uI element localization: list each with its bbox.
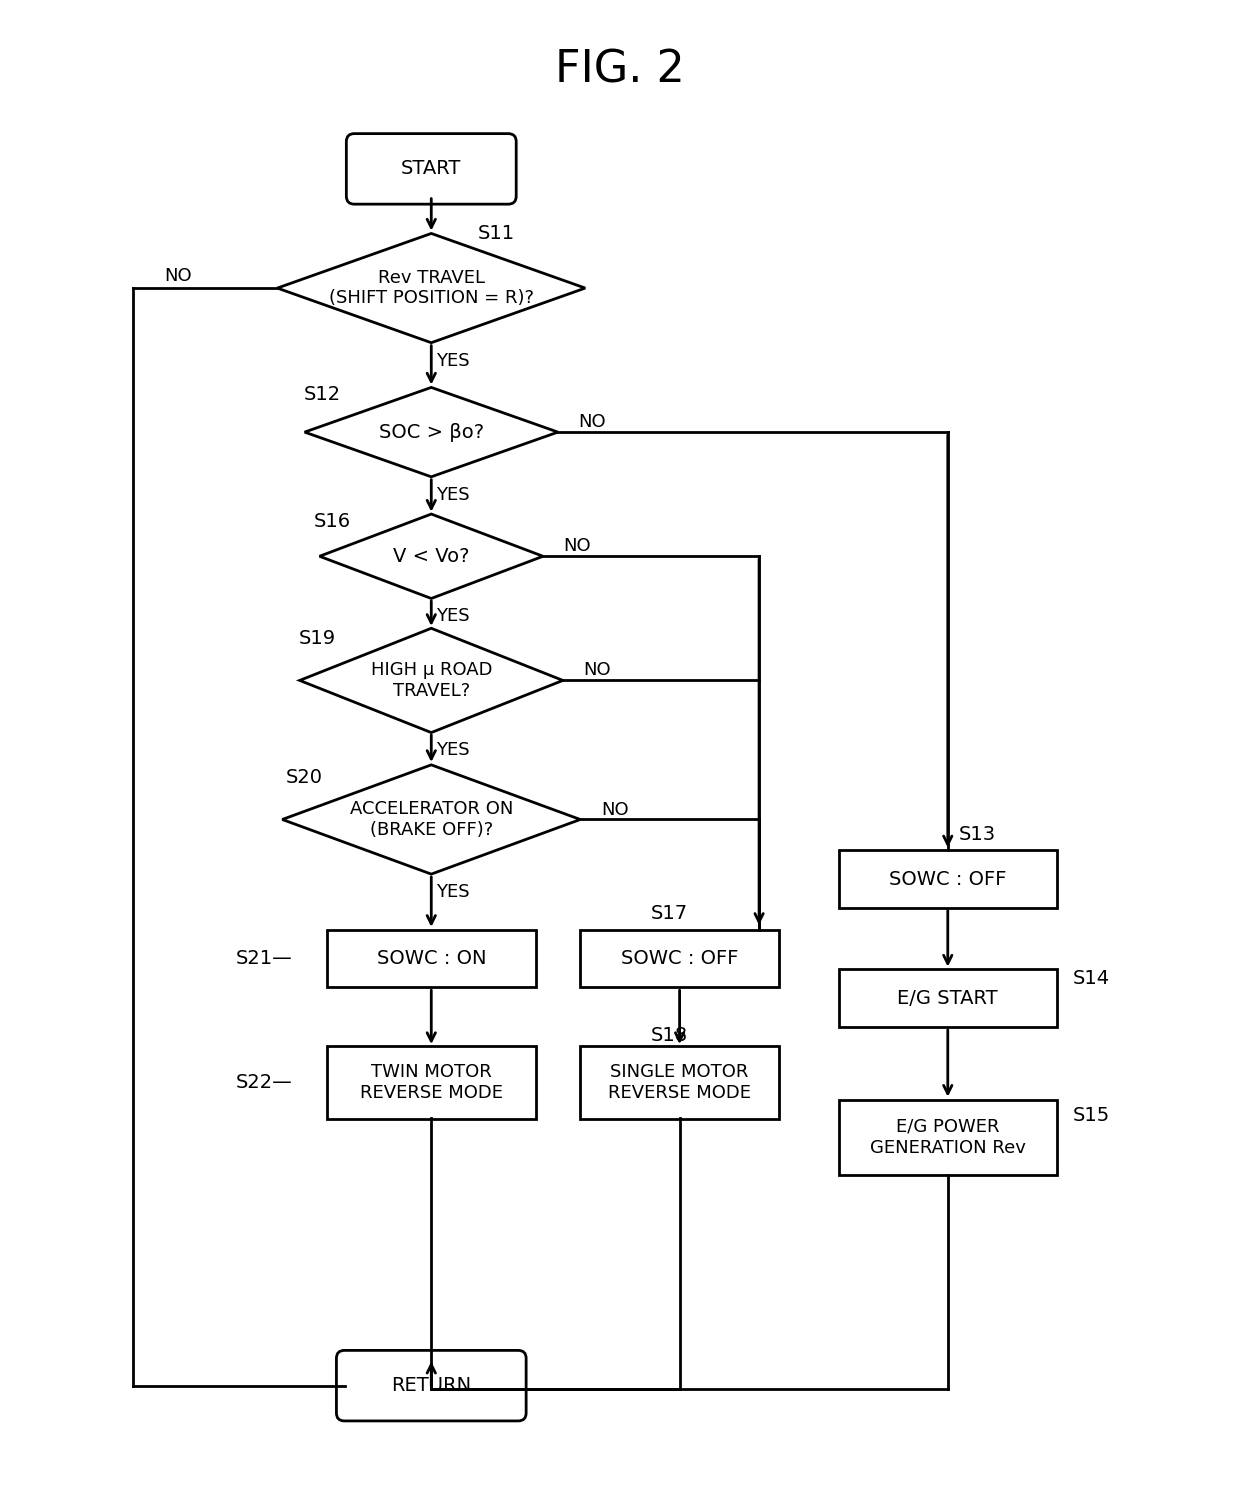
Text: S17: S17	[651, 904, 688, 923]
Bar	[327, 929, 536, 987]
Text: S15: S15	[1073, 1106, 1111, 1126]
Text: TWIN MOTOR
REVERSE MODE: TWIN MOTOR REVERSE MODE	[360, 1063, 502, 1102]
Bar	[580, 1047, 779, 1118]
Polygon shape	[320, 515, 543, 598]
Text: NO: NO	[578, 413, 606, 431]
Text: S12: S12	[304, 385, 341, 404]
Text: SOWC : ON: SOWC : ON	[377, 949, 486, 968]
Text: HIGH μ ROAD
TRAVEL?: HIGH μ ROAD TRAVEL?	[371, 662, 492, 700]
Text: S16: S16	[314, 512, 351, 531]
Bar	[838, 970, 1056, 1028]
Text: NO: NO	[601, 800, 629, 818]
Text: S19: S19	[299, 629, 336, 648]
Text: S22—: S22—	[236, 1074, 293, 1093]
Text: ACCELERATOR ON
(BRAKE OFF)?: ACCELERATOR ON (BRAKE OFF)?	[350, 800, 513, 839]
Text: E/G START: E/G START	[898, 989, 998, 1008]
Text: S18: S18	[651, 1026, 688, 1044]
Text: START: START	[401, 159, 461, 178]
Polygon shape	[305, 388, 558, 477]
Text: V < Vo?: V < Vo?	[393, 547, 470, 565]
Bar	[838, 851, 1056, 909]
Text: RETURN: RETURN	[391, 1375, 471, 1395]
FancyBboxPatch shape	[346, 134, 516, 204]
Polygon shape	[283, 764, 580, 874]
Bar	[838, 1099, 1056, 1175]
FancyBboxPatch shape	[336, 1350, 526, 1422]
Text: E/G POWER
GENERATION Rev: E/G POWER GENERATION Rev	[869, 1118, 1025, 1157]
Text: S20: S20	[285, 769, 322, 787]
Bar	[327, 1047, 536, 1118]
Text: S13: S13	[959, 825, 996, 845]
Text: S11: S11	[477, 225, 515, 242]
Text: YES: YES	[436, 883, 470, 901]
Text: YES: YES	[436, 607, 470, 625]
Text: SOC > βo?: SOC > βo?	[378, 422, 484, 442]
Text: YES: YES	[436, 351, 470, 370]
Text: Rev TRAVEL
(SHIFT POSITION = R)?: Rev TRAVEL (SHIFT POSITION = R)?	[329, 269, 533, 308]
Text: SINGLE MOTOR
REVERSE MODE: SINGLE MOTOR REVERSE MODE	[608, 1063, 751, 1102]
Text: NO: NO	[164, 268, 192, 286]
Polygon shape	[278, 233, 585, 342]
Text: NO: NO	[563, 537, 591, 555]
Text: YES: YES	[436, 741, 470, 758]
Text: SOWC : OFF: SOWC : OFF	[889, 870, 1007, 889]
Text: S14: S14	[1074, 970, 1110, 987]
Polygon shape	[300, 629, 563, 733]
Bar	[580, 929, 779, 987]
Text: S21—: S21—	[236, 949, 293, 968]
Text: NO: NO	[583, 662, 611, 680]
Text: YES: YES	[436, 486, 470, 504]
Text: SOWC : OFF: SOWC : OFF	[621, 949, 738, 968]
Text: FIG. 2: FIG. 2	[556, 48, 684, 91]
